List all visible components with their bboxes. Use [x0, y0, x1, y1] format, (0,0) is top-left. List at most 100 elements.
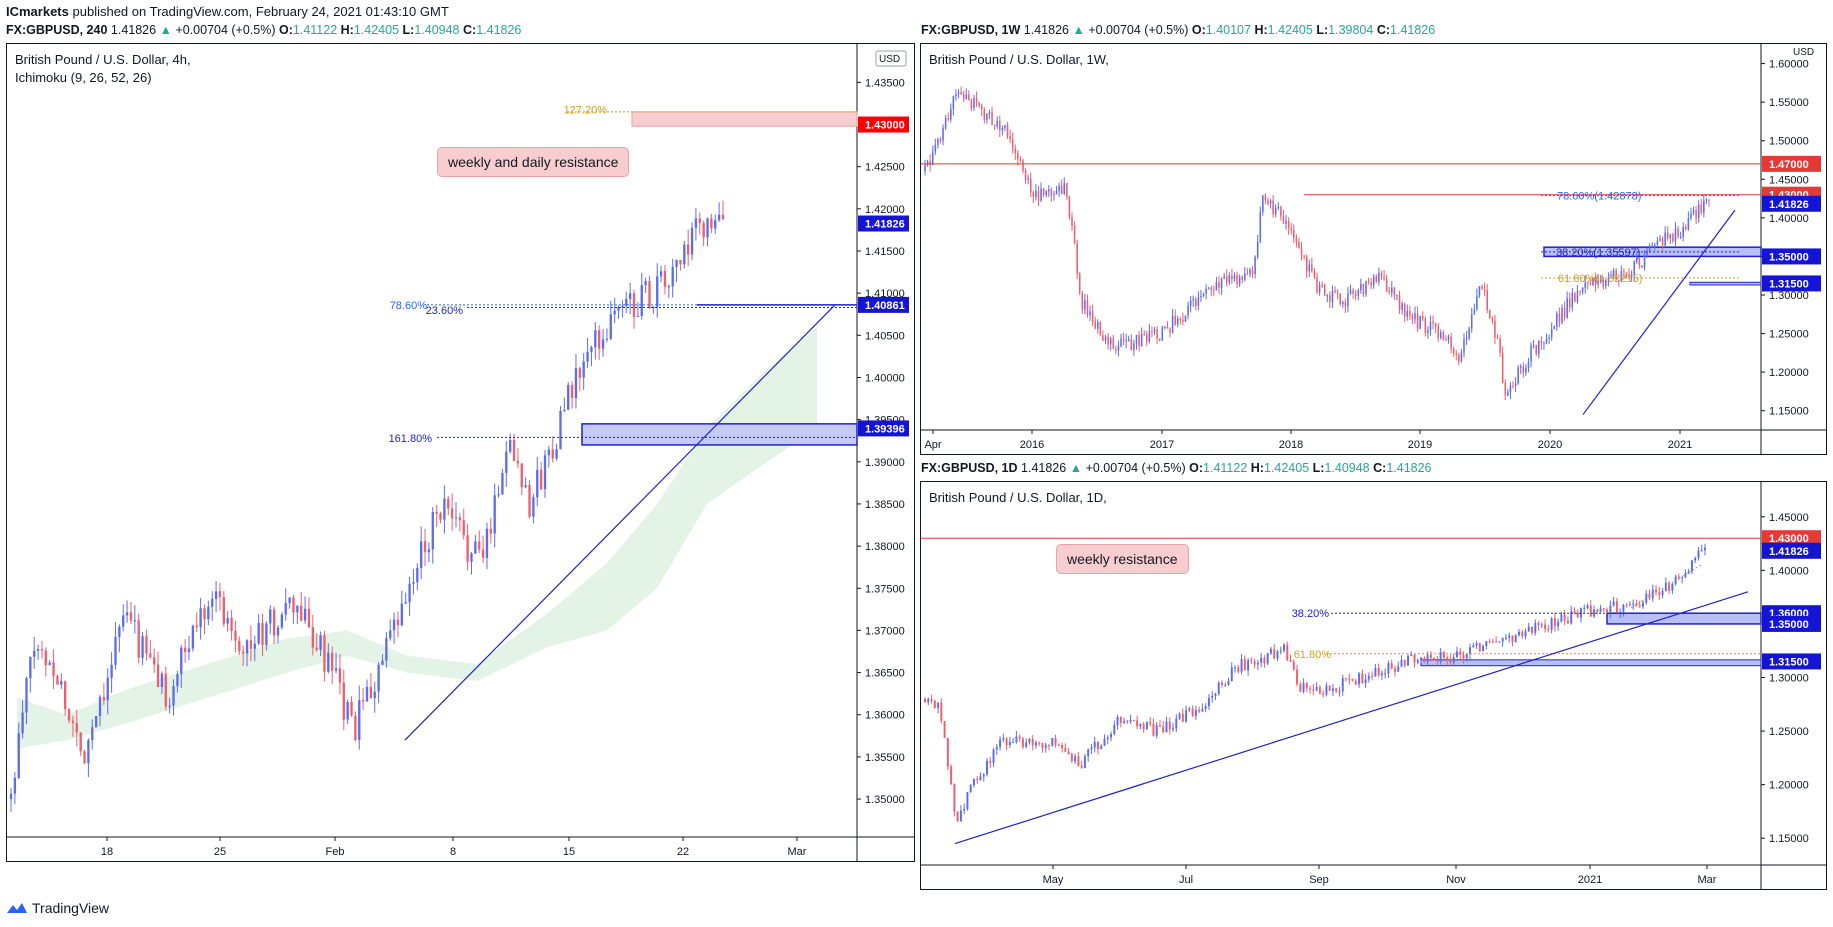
candle-body [1116, 717, 1119, 726]
candle-body [1201, 708, 1204, 712]
candle-body [1407, 655, 1409, 666]
candle-body [1181, 713, 1184, 722]
candle-body [392, 619, 396, 631]
candle-body [934, 144, 937, 152]
change: +0.00704 (+0.5%) [1088, 23, 1189, 37]
candle-body [960, 92, 962, 95]
candle-body [361, 700, 365, 702]
candle-body [1014, 148, 1017, 154]
candle-body [1267, 200, 1269, 204]
chart-4h-canvas[interactable]: 127.20% 78.60%23.60% 161.80% 1.44000 1.43500… [7, 44, 915, 862]
indicator-label[interactable]: Ichimoku (9, 26, 52, 26) [15, 70, 152, 85]
candle-body [71, 720, 75, 723]
candle-body [555, 449, 558, 459]
price-label-price: 1.41826 [1769, 546, 1809, 558]
candle-body [64, 681, 67, 710]
fib-label: 23.60% [426, 305, 464, 317]
chart-1w-canvas[interactable]: 78.60%(1.42878) 38.20%(1.35597) 61.80%(1.3… [921, 44, 1827, 455]
chart-panel-1w[interactable]: 78.60%(1.42878) 38.20%(1.35597) 61.80%(1.3… [920, 43, 1827, 455]
candle-body [242, 651, 245, 654]
candle-body [1218, 282, 1220, 288]
candle-body [176, 674, 179, 687]
open-value: 1.41122 [292, 23, 338, 37]
up-triangle-icon: ▲ [1069, 461, 1083, 475]
candle-body [447, 498, 450, 509]
candle-body [1576, 290, 1579, 302]
price-label-support: 1.31500 [1769, 278, 1809, 290]
candle-body [454, 517, 458, 519]
candle-body [1094, 321, 1096, 329]
candle-body [1250, 660, 1253, 662]
candle-body [955, 93, 957, 97]
candle-body [1581, 287, 1584, 292]
candle-body [1037, 190, 1040, 201]
x-tick-label: 22 [677, 846, 689, 858]
candle-body [563, 409, 566, 411]
candle-body [1623, 271, 1625, 273]
candle-body [586, 351, 589, 362]
candle-body [1185, 709, 1188, 722]
candle-body [570, 385, 574, 399]
candle-body [1489, 309, 1491, 319]
candle-body [1437, 326, 1439, 338]
candle-body [350, 702, 353, 716]
candle-body [1687, 218, 1690, 230]
candle-body [1126, 721, 1129, 723]
candle-body [1406, 311, 1409, 317]
c-label: C: [1376, 23, 1391, 37]
candle-body [1153, 329, 1156, 332]
candle-body [1372, 276, 1375, 286]
candle-body [245, 640, 249, 654]
candle-body [296, 605, 299, 613]
candle-body [1468, 328, 1470, 338]
candle-body [1511, 635, 1514, 642]
candle-body [1705, 199, 1708, 201]
candle-body [1579, 290, 1581, 292]
candle-body [75, 722, 78, 733]
candle-body [1400, 659, 1403, 667]
chart-panel-4h[interactable]: 127.20% 78.60%23.60% 161.80% 1.44000 1.43500… [6, 43, 915, 862]
price-label-box [1762, 275, 1821, 292]
candle-body [497, 494, 500, 496]
candle-body [311, 627, 314, 648]
candle-body [431, 512, 434, 550]
y-tick-label: 1.20000 [1769, 367, 1809, 379]
candle-body [1659, 238, 1661, 241]
x-tick-label: 2021 [1578, 874, 1602, 886]
candle-body [1200, 296, 1202, 298]
candle-body [1084, 300, 1086, 310]
publisher-name[interactable]: ICmarkets [6, 4, 69, 19]
candle-body [1606, 609, 1609, 613]
candle-body [1263, 657, 1266, 664]
candle-body [1325, 685, 1328, 695]
candle-body [1259, 211, 1262, 242]
candle-body [1256, 662, 1259, 665]
x-tick-label: 2020 [1538, 439, 1562, 451]
candle-body [721, 214, 725, 220]
candle-body [710, 218, 713, 229]
candle-body [1204, 706, 1207, 709]
candle-body [1005, 738, 1008, 746]
candle-body [516, 460, 520, 464]
candle-body [1371, 675, 1374, 677]
candle-body [122, 615, 125, 627]
candle-body [1055, 190, 1058, 195]
candle-body [1243, 659, 1246, 671]
h-label: H: [340, 23, 354, 37]
candle-body [1179, 318, 1182, 320]
candle-body [1067, 751, 1070, 754]
candle-body [1175, 718, 1178, 729]
candle-body [1687, 571, 1690, 573]
candle-body [975, 98, 978, 103]
candle-body [950, 766, 953, 784]
chart-panel-1d[interactable]: 38.20% 61.80% 1.45000 1.40000 1.30000 1.25000… [920, 481, 1827, 890]
candle-body [1615, 269, 1617, 281]
candle-body [1113, 725, 1116, 734]
chart-1d-canvas[interactable]: 38.20% 61.80% 1.45000 1.40000 1.30000 1.25000… [921, 482, 1827, 890]
candle-body [1440, 332, 1442, 338]
candle-body [439, 513, 442, 520]
candle-body [1609, 605, 1612, 613]
candle-body [1367, 281, 1370, 283]
tradingview-brand[interactable]: TradingView [6, 900, 109, 916]
candle-body [1006, 125, 1009, 136]
